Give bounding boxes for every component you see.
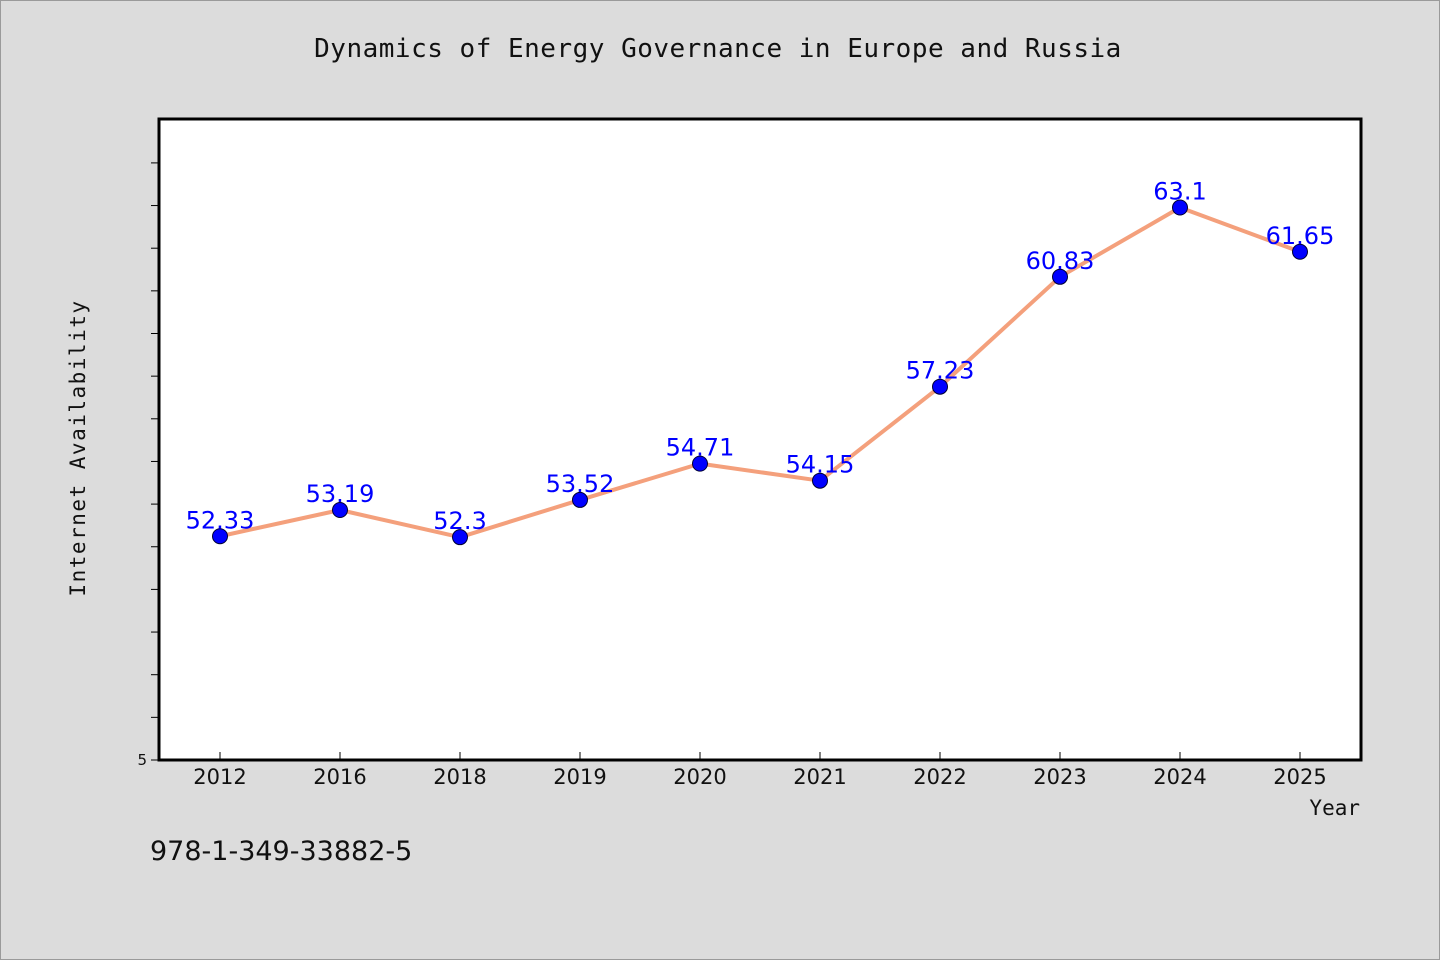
data-label: 54.15 bbox=[786, 451, 855, 479]
x-axis-ticks: 2012 2016 2018 2019 2020 2021 2022 2023 2024 2025 bbox=[193, 752, 1327, 789]
series-markers bbox=[212, 199, 1308, 546]
data-label: 57.23 bbox=[906, 357, 975, 385]
data-label: 60.83 bbox=[1026, 247, 1095, 275]
x-tick-label: 2022 bbox=[913, 765, 966, 789]
x-tick-label: 2019 bbox=[553, 765, 606, 789]
data-point bbox=[1172, 199, 1188, 216]
x-tick-label: 2023 bbox=[1033, 765, 1086, 789]
data-point bbox=[1052, 268, 1068, 285]
data-point bbox=[572, 491, 588, 508]
data-point bbox=[1292, 243, 1308, 260]
plot-area bbox=[157, 117, 1363, 762]
x-tick-label: 2021 bbox=[793, 765, 846, 789]
data-point bbox=[692, 455, 708, 472]
data-label: 54.71 bbox=[666, 434, 735, 462]
data-label: 61.65 bbox=[1266, 222, 1335, 250]
data-point bbox=[212, 528, 228, 545]
data-point bbox=[812, 472, 828, 489]
x-tick-label: 2020 bbox=[673, 765, 726, 789]
data-point bbox=[452, 529, 468, 546]
x-tick-label: 2016 bbox=[313, 765, 366, 789]
x-tick-label: 2018 bbox=[433, 765, 486, 789]
data-label: 63.1 bbox=[1153, 178, 1206, 206]
data-point bbox=[332, 502, 348, 519]
series-line bbox=[219, 205, 1301, 540]
y-axis-ticks: 5 bbox=[137, 162, 159, 769]
data-point bbox=[932, 378, 948, 395]
data-labels: 52.33 53.19 52.3 53.52 54.71 54.15 57.23 60.83 6… bbox=[186, 178, 1335, 536]
chart-title: Dynamics of Energy Governance in Europe … bbox=[314, 34, 1122, 64]
data-label: 52.3 bbox=[433, 507, 486, 535]
x-tick-label: 2012 bbox=[193, 765, 246, 789]
data-label: 53.52 bbox=[546, 470, 615, 498]
x-tick-label: 2025 bbox=[1273, 765, 1326, 789]
data-label: 52.33 bbox=[186, 506, 255, 534]
footnote-isbn: 978-1-349-33882-5 bbox=[150, 836, 413, 867]
data-label: 53.19 bbox=[306, 480, 375, 508]
series-line-group bbox=[219, 205, 1301, 540]
x-axis-label: Year bbox=[1309, 796, 1360, 820]
x-tick-label: 2024 bbox=[1153, 765, 1206, 789]
y-tick-label: 5 bbox=[137, 751, 147, 769]
